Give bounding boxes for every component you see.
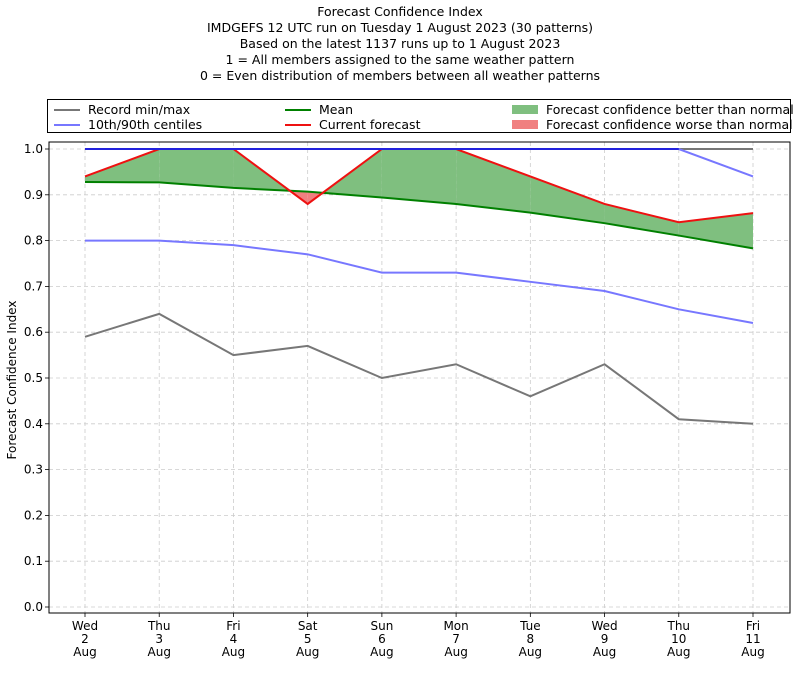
fill-better-than-normal: [381, 149, 457, 204]
x-tick-label: 4: [230, 632, 238, 646]
chart-subtitle-one: 1 = All members assigned to the same wea…: [225, 52, 575, 67]
x-tick-label: Aug: [73, 645, 96, 659]
y-tick-label: 0.2: [24, 508, 43, 522]
series-lines: [84, 148, 754, 425]
y-tick-label: 0.1: [24, 554, 43, 568]
legend-swatch-worse: [512, 120, 538, 129]
legend-item-record: Record min/max: [54, 102, 190, 117]
x-tick-label: Aug: [370, 645, 393, 659]
line-mean: [84, 180, 754, 250]
x-tick-label: Sun: [370, 619, 393, 633]
x-tick-label: 6: [378, 632, 386, 646]
chart-titles: Forecast Confidence Index IMDGEFS 12 UTC…: [0, 4, 800, 84]
legend-item-worse: Forecast confidence worse than normal: [512, 117, 793, 132]
line-10th-centile: [85, 239, 754, 325]
x-tick-label: Aug: [593, 645, 616, 659]
x-tick-label: 2: [81, 632, 89, 646]
fill-better-than-normal: [159, 149, 234, 188]
x-tick-label: Aug: [741, 645, 764, 659]
x-tick-label: Aug: [444, 645, 467, 659]
x-tick-label: Aug: [296, 645, 319, 659]
x-tick-label: Wed: [591, 619, 617, 633]
x-tick-label: Aug: [667, 645, 690, 659]
legend-label-current: Current forecast: [319, 117, 421, 132]
axes: 0.00.10.20.30.40.50.60.70.80.91.0Wed2Aug…: [24, 141, 791, 659]
legend-swatch-mean: [285, 108, 311, 111]
x-tick-label: 8: [527, 632, 535, 646]
chart-subtitle-run: IMDGEFS 12 UTC run on Tuesday 1 August 2…: [206, 20, 594, 35]
y-tick-label: 0.6: [24, 325, 43, 339]
x-tick-label: 10: [671, 632, 686, 646]
y-tick-label: 0.7: [24, 279, 43, 293]
x-tick-label: Tue: [519, 619, 541, 633]
x-tick-label: Thu: [147, 619, 171, 633]
x-tick-label: Fri: [226, 619, 240, 633]
y-tick-label: 0.5: [24, 371, 43, 385]
legend-label-mean: Mean: [319, 102, 354, 117]
x-tick-label: 5: [304, 632, 312, 646]
chart-subtitle-runs: Based on the latest 1137 runs up to 1 Au…: [239, 36, 561, 51]
x-tick-label: Fri: [746, 619, 760, 633]
grid-lines: [49, 142, 790, 613]
x-tick-label: Thu: [667, 619, 691, 633]
legend-swatch-centiles: [54, 123, 80, 126]
legend-label-better: Forecast confidence better than normal: [546, 102, 794, 117]
chart-legend: Record min/max 10th/90th centiles Mean C…: [47, 99, 794, 133]
legend-swatch-record: [54, 108, 80, 111]
legend-item-mean: Mean: [285, 102, 353, 117]
x-tick-label: Aug: [222, 645, 245, 659]
y-tick-label: 0.3: [24, 463, 43, 477]
y-tick-label: 0.4: [24, 417, 43, 431]
x-tick-label: Aug: [148, 645, 171, 659]
legend-item-centiles: 10th/90th centiles: [54, 117, 202, 132]
line-record-min: [84, 312, 754, 425]
fill-better-than-normal: [530, 176, 605, 224]
x-tick-label: 7: [452, 632, 460, 646]
chart-subtitle-zero: 0 = Even distribution of members between…: [199, 68, 601, 83]
chart-title: Forecast Confidence Index: [317, 4, 483, 19]
x-tick-label: Wed: [72, 619, 98, 633]
legend-swatch-current: [285, 123, 311, 126]
legend-swatch-better: [512, 105, 538, 114]
fill-better-than-normal: [85, 149, 160, 183]
legend-label-worse: Forecast confidence worse than normal: [546, 117, 793, 132]
x-tick-label: Mon: [443, 619, 468, 633]
legend-label-record: Record min/max: [88, 102, 191, 117]
y-axis-label: Forecast Confidence Index: [5, 301, 19, 460]
plot-frame: [48, 141, 791, 614]
y-tick-label: 0.9: [24, 188, 43, 202]
confidence-fill: [85, 149, 753, 249]
legend-item-better: Forecast confidence better than normal: [512, 102, 794, 117]
x-tick-label: 11: [745, 632, 760, 646]
x-tick-label: Aug: [519, 645, 542, 659]
legend-label-centiles: 10th/90th centiles: [88, 117, 203, 132]
x-tick-label: 3: [155, 632, 163, 646]
fill-better-than-normal: [678, 213, 753, 249]
legend-item-current: Current forecast: [285, 117, 420, 132]
y-tick-label: 0.0: [24, 600, 43, 614]
fill-better-than-normal: [456, 149, 531, 213]
fill-better-than-normal: [604, 203, 679, 236]
x-tick-label: 9: [601, 632, 609, 646]
y-tick-label: 0.8: [24, 234, 43, 248]
x-tick-label: Sat: [298, 619, 318, 633]
y-tick-label: 1.0: [24, 142, 43, 156]
